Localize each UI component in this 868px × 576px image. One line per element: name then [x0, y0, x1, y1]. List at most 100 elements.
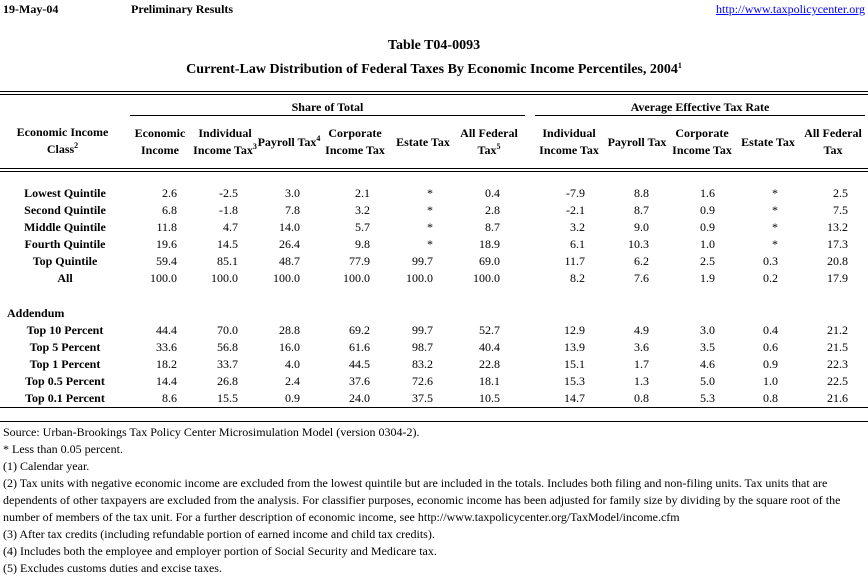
cell-value: 22.8 — [479, 357, 500, 371]
column-header-label: All Federal Tax — [460, 126, 518, 157]
rule — [0, 407, 868, 408]
column-header-text: Individual Income Tax3 — [189, 125, 261, 159]
cell-value: 5.7 — [355, 220, 370, 234]
cell-value: 1.6 — [700, 186, 715, 200]
column-header-label: Estate Tax — [396, 134, 450, 149]
cell-value: 6.8 — [162, 203, 177, 217]
cell-value: 14.4 — [156, 374, 177, 388]
cell-value: -7.9 — [566, 186, 585, 200]
cell-value: 14.5 — [217, 237, 238, 251]
cell-value: 99.7 — [412, 323, 433, 337]
column-header: Estate Tax — [732, 116, 804, 168]
stub-header: Economic Income Class2 — [0, 114, 125, 168]
cell-value: 22.5 — [827, 374, 848, 388]
column-header-label: Corporate Income Tax — [672, 126, 732, 157]
column-header-label: Individual Income Tax — [539, 126, 599, 157]
cell-value: 4.0 — [285, 357, 300, 371]
site-link[interactable]: http://www.taxpolicycenter.org — [716, 2, 865, 16]
footnote: (4) Includes both the employee and emplo… — [3, 544, 437, 558]
cell-value: 3.6 — [634, 340, 649, 354]
cell-value: 3.2 — [355, 203, 370, 217]
cell-value: 52.7 — [479, 323, 500, 337]
cell-value: 0.9 — [700, 203, 715, 217]
section-title: Addendum — [7, 306, 65, 320]
cell-value: 16.0 — [279, 340, 300, 354]
cell-value: * — [772, 220, 778, 234]
row-label: Second Quintile — [24, 203, 106, 217]
cell-value: -2.5 — [219, 186, 238, 200]
cell-value: 18.1 — [479, 374, 500, 388]
cell-value: 3.0 — [700, 323, 715, 337]
cell-value: * — [427, 186, 433, 200]
row-label: Top 10 Percent — [26, 323, 104, 337]
cell-value: 21.6 — [827, 391, 848, 405]
column-header: Estate Tax — [387, 116, 459, 168]
cell-value: 56.8 — [217, 340, 238, 354]
subtitle-text: Current-Law Distribution of Federal Taxe… — [186, 62, 678, 77]
cell-value: 0.8 — [634, 391, 649, 405]
cell-value: 85.1 — [217, 254, 238, 268]
cell-value: 3.2 — [570, 220, 585, 234]
column-header-label: Individual Income Tax — [193, 126, 253, 157]
rule — [0, 171, 868, 172]
group-label: Average Effective Tax Rate — [630, 100, 770, 114]
column-header-text: Individual Income Tax — [533, 125, 605, 159]
cell-value: 1.0 — [763, 374, 778, 388]
column-header-text: Estate Tax — [396, 134, 450, 151]
row-label: Middle Quintile — [24, 220, 106, 234]
cell-value: 2.5 — [700, 254, 715, 268]
cell-value: 5.3 — [700, 391, 715, 405]
cell-value: 7.6 — [634, 271, 649, 285]
rule — [0, 94, 868, 95]
group-rule — [130, 115, 525, 116]
column-header: Corporate Income Tax — [319, 116, 391, 168]
cell-value: 1.7 — [634, 357, 649, 371]
cell-value: 72.6 — [412, 374, 433, 388]
cell-value: * — [772, 237, 778, 251]
column-header-text: Payroll Tax4 — [258, 134, 321, 151]
cell-value: * — [772, 186, 778, 200]
cell-value: 1.3 — [634, 374, 649, 388]
cell-value: 48.7 — [279, 254, 300, 268]
cell-value: * — [427, 203, 433, 217]
status: Preliminary Results — [131, 2, 234, 16]
column-header-text: Economic Income — [124, 125, 196, 159]
column-header: Payroll Tax — [601, 116, 673, 168]
cell-value: -1.8 — [219, 203, 238, 217]
column-header: Payroll Tax4 — [253, 116, 325, 168]
row-label: Top Quintile — [32, 254, 98, 268]
cell-value: 10.5 — [479, 391, 500, 405]
column-header-text: Payroll Tax — [608, 134, 667, 151]
column-header-label: All Federal Tax — [804, 126, 862, 157]
cell-value: 37.5 — [412, 391, 433, 405]
footnote: * Less than 0.05 percent. — [3, 442, 123, 456]
cell-value: 8.8 — [634, 186, 649, 200]
footnote-ref: 5 — [496, 142, 501, 151]
column-header-text: All Federal Tax5 — [453, 125, 525, 159]
column-header-text: Corporate Income Tax — [666, 125, 738, 159]
cell-value: 0.9 — [763, 357, 778, 371]
cell-value: 98.7 — [412, 340, 433, 354]
row-label: Top 1 Percent — [29, 357, 101, 371]
group-rule — [535, 115, 865, 116]
cell-value: 10.3 — [628, 237, 649, 251]
row-label: All — [57, 271, 73, 285]
cell-value: 7.8 — [285, 203, 300, 217]
cell-value: 100.0 — [211, 271, 238, 285]
cell-value: 6.2 — [634, 254, 649, 268]
cell-value: 1.9 — [700, 271, 715, 285]
row-label: Top 5 Percent — [29, 340, 101, 354]
cell-value: 0.4 — [763, 323, 778, 337]
cell-value: 0.4 — [485, 186, 500, 200]
cell-value: 100.0 — [473, 271, 500, 285]
cell-value: 0.9 — [700, 220, 715, 234]
cell-value: 5.0 — [700, 374, 715, 388]
cell-value: 8.6 — [162, 391, 177, 405]
footnote-ref: 4 — [316, 133, 321, 143]
column-header-text: Estate Tax — [741, 134, 795, 151]
column-header-text: Corporate Income Tax — [319, 125, 391, 159]
cell-value: 9.8 — [355, 237, 370, 251]
column-header-label: Corporate Income Tax — [325, 126, 385, 157]
cell-value: 20.8 — [827, 254, 848, 268]
cell-value: 12.9 — [564, 323, 585, 337]
